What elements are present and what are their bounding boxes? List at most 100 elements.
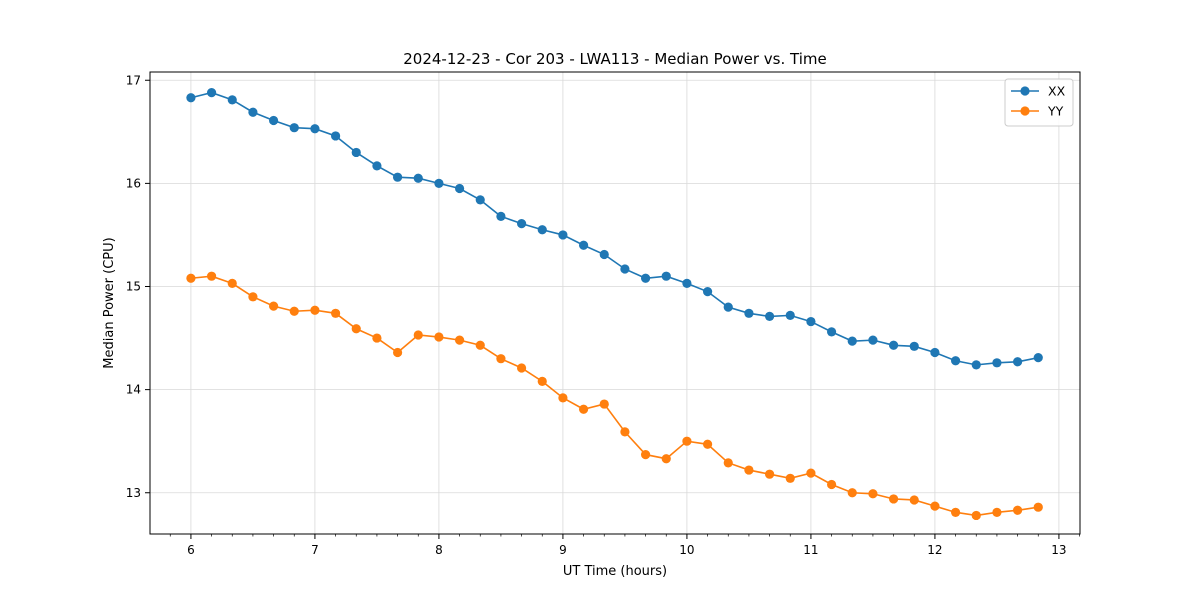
data-point-yy (413, 330, 423, 340)
data-point-yy (248, 292, 258, 302)
data-point-xx (620, 264, 630, 274)
data-point-yy (372, 333, 382, 343)
axes: 6 7 8 9 10 11 12 13 13 14 15 16 17 (126, 73, 1080, 557)
data-point-xx (909, 341, 919, 351)
data-point-yy (909, 495, 919, 505)
data-point-yy (702, 439, 713, 449)
data-point-xx (392, 172, 403, 182)
data-point-xx (744, 308, 754, 318)
data-point-xx (248, 107, 258, 117)
data-point-xx (806, 316, 816, 327)
data-point-xx (206, 88, 217, 98)
data-point-yy (992, 507, 1002, 517)
data-point-xx (475, 195, 485, 205)
data-point-yy (227, 278, 237, 289)
legend: XX YY (1004, 78, 1074, 127)
data-point-yy (1012, 505, 1023, 515)
series-layer (186, 88, 1043, 521)
data-point-xx (888, 340, 899, 350)
data-point-xx (826, 327, 837, 337)
data-point-yy (806, 468, 816, 478)
data-point-xx (310, 124, 320, 134)
data-point-xx (764, 311, 775, 322)
data-point-xx (702, 287, 713, 297)
data-point-xx (785, 310, 795, 320)
data-point-yy (537, 376, 547, 386)
data-point-yy (392, 347, 403, 358)
data-point-xx (971, 360, 981, 370)
y-tick-label: 13 (126, 486, 141, 500)
data-point-yy (888, 494, 899, 504)
legend-label-yy: YY (1047, 104, 1064, 119)
data-point-yy (558, 393, 568, 403)
data-point-yy (620, 427, 630, 437)
data-point-yy (310, 305, 320, 315)
legend-marker-yy (1020, 106, 1030, 116)
y-tick-label: 16 (126, 176, 141, 190)
data-point-yy (351, 324, 361, 334)
data-point-xx (599, 249, 609, 260)
data-point-xx (413, 173, 423, 183)
x-tick-label: 10 (679, 543, 694, 557)
data-point-xx (537, 225, 547, 235)
data-point-xx (1012, 357, 1023, 367)
data-point-xx (868, 335, 878, 345)
x-tick-label: 12 (927, 543, 942, 557)
y-axis-label: Median Power (CPU) (102, 237, 117, 368)
data-point-yy (454, 335, 465, 345)
chart-title: 2024-12-23 - Cor 203 - LWA113 - Median P… (403, 50, 827, 68)
data-point-yy (764, 469, 775, 479)
series-yy (186, 271, 1043, 521)
legend-label-xx: XX (1048, 84, 1066, 99)
x-tick-label: 11 (803, 543, 818, 557)
data-point-xx (558, 230, 568, 240)
data-point-xx (578, 240, 589, 250)
data-point-xx (454, 183, 465, 194)
y-tick-label: 15 (126, 280, 141, 294)
data-point-yy (744, 465, 754, 475)
x-tick-label: 7 (311, 543, 319, 557)
data-point-yy (971, 510, 981, 521)
plot-frame (149, 71, 1081, 535)
data-point-xx (682, 278, 692, 289)
data-point-yy (289, 306, 299, 316)
data-point-yy (268, 301, 279, 311)
data-point-xx (1033, 353, 1043, 363)
data-point-yy (516, 363, 527, 373)
data-point-yy (330, 308, 341, 318)
data-point-yy (826, 479, 837, 490)
data-point-xx (950, 356, 961, 366)
data-point-xx (289, 123, 299, 133)
series-line-xx (190, 91, 1039, 366)
data-point-yy (847, 488, 857, 498)
grid (150, 72, 1080, 534)
data-point-xx (640, 273, 651, 283)
data-point-xx (186, 93, 196, 103)
data-point-xx (516, 218, 527, 229)
data-point-xx (723, 302, 733, 312)
data-point-xx (372, 161, 382, 171)
data-point-yy (434, 332, 444, 342)
data-point-yy (930, 501, 940, 511)
x-tick-label: 13 (1051, 543, 1066, 557)
data-point-xx (227, 95, 237, 105)
data-point-yy (599, 399, 609, 409)
data-point-yy (1033, 502, 1043, 512)
data-point-yy (682, 436, 692, 446)
data-point-yy (868, 489, 878, 499)
x-axis-label: UT Time (hours) (563, 564, 667, 579)
data-point-xx (434, 178, 444, 188)
data-point-xx (847, 336, 857, 346)
data-point-yy (950, 507, 961, 517)
y-tick-label: 14 (126, 383, 141, 397)
data-point-xx (268, 115, 279, 126)
data-point-xx (351, 147, 361, 158)
data-point-yy (496, 354, 506, 364)
data-point-xx (496, 211, 506, 221)
data-point-xx (992, 358, 1002, 368)
data-point-xx (330, 131, 341, 141)
series-xx (186, 88, 1043, 370)
x-tick-label: 6 (187, 543, 195, 557)
x-tick-label: 8 (435, 543, 443, 557)
data-point-xx (930, 347, 940, 358)
